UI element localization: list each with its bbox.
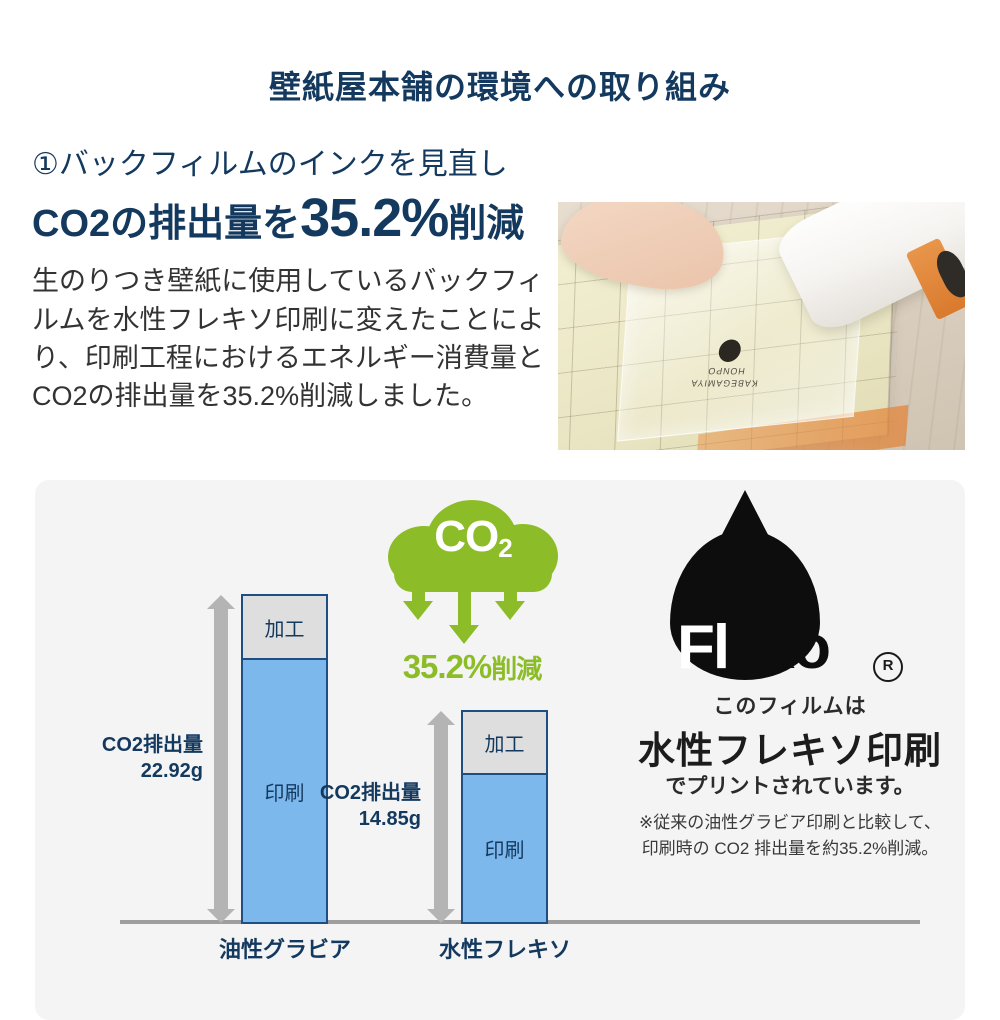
registered-trademark-icon: R — [873, 652, 903, 682]
bar-gravure-measure-arrow — [207, 595, 235, 923]
film-mark-line2: HONPO — [706, 365, 746, 377]
headline-suffix: 削減 — [448, 202, 525, 245]
intro-subhead: ①バックフィルムのインクを見直し — [32, 148, 508, 181]
bar-gravure-segment-print: 印刷 — [243, 660, 326, 922]
flexo-footnote-line1: ※従来の油性グラビア印刷と比較して、 — [639, 813, 941, 832]
bar-flexo-measure-arrow — [427, 711, 455, 923]
bar-flexo-segment-print: 印刷 — [463, 775, 546, 922]
page-title: 壁紙屋本舗の環境への取り組み — [268, 69, 731, 105]
intro-copy-block: ①バックフィルムのインクを見直し CO2の排出量を35.2%削減 生のりつき壁紙… — [32, 148, 552, 416]
intro-headline: CO2の排出量を35.2%削減 — [32, 187, 552, 248]
bar-flexo-total-caption: CO2排出量 — [319, 782, 421, 804]
cloud-arrow-right-icon — [495, 588, 525, 620]
co2-reduction-graphic: CO2 35.2%削減 — [380, 500, 580, 700]
film-logo-badge-icon — [716, 339, 743, 362]
co2-bar-chart: 加工 印刷 CO2排出量 22.92g 油性グラビア 加工 印刷 CO2排出量 … — [35, 480, 920, 1020]
photo-film-brand-mark: KABEGAMIYA HONPO — [689, 339, 765, 389]
flexo-word-inside: Fl — [677, 613, 730, 682]
bar-gravure-segment-process: 加工 — [243, 596, 326, 660]
bar-flexo-category-label: 水性フレキソ — [438, 937, 571, 962]
ink-drop-icon — [670, 530, 820, 680]
film-mark-line1: KABEGAMIYA — [689, 378, 759, 389]
cloud-reduction-suffix: 削減 — [491, 654, 542, 684]
cloud-arrow-left-icon — [403, 588, 433, 620]
headline-prefix: CO2の排出量を — [32, 202, 301, 245]
product-photo: KABEGAMIYA HONPO — [558, 202, 965, 450]
headline-value: 35.2% — [300, 187, 449, 248]
bar-gravure-value-label: CO2排出量 22.92g — [75, 732, 203, 784]
flexo-logo-wordmark: Flexo — [677, 612, 831, 683]
bar-gravure-total-caption: CO2排出量 — [101, 734, 203, 756]
bar-gravure-category-label: 油性グラビア — [218, 937, 351, 962]
cloud-reduction-value: 35.2% — [402, 648, 493, 685]
cloud-co2-subscript: 2 — [498, 533, 513, 563]
comparison-panel: 加工 印刷 CO2排出量 22.92g 油性グラビア 加工 印刷 CO2排出量 … — [35, 480, 965, 1020]
cloud-reduction-label: 35.2%削減 — [374, 648, 570, 686]
cloud-base — [394, 548, 552, 592]
bar-gravure-total-value: 22.92g — [140, 760, 203, 782]
cloud-arrow-center-icon — [449, 588, 479, 644]
flexo-certification-block: Flexo R このフィルムは 水性フレキソ印刷 でプリントされています。 ※従… — [615, 520, 965, 920]
cloud-co2-label: CO2 — [388, 512, 558, 563]
cloud-co2-text: CO — [434, 512, 499, 561]
bar-flexo-segment-process: 加工 — [463, 712, 546, 775]
intro-body: 生のりつき壁紙に使用しているバックフィルムを水性フレキソ印刷に変えたことにより、… — [32, 266, 545, 412]
flexo-footnote-line2: 印刷時の CO2 排出量を約35.2%削減。 — [641, 839, 939, 859]
bar-flexo-value-label: CO2排出量 14.85g — [293, 780, 421, 832]
bar-gravure: 加工 印刷 — [241, 594, 328, 924]
flexo-footnote: ※従来の油性グラビア印刷と比較して、 印刷時の CO2 排出量を約35.2%削減… — [615, 810, 965, 863]
flexo-tail-text: でプリントされています。 — [665, 775, 915, 798]
flexo-lead-text: このフィルムは — [713, 695, 867, 718]
bar-flexo: 加工 印刷 — [461, 710, 548, 924]
flexo-main-text: 水性フレキソ印刷 — [638, 730, 942, 771]
flexo-word-outside: exo — [728, 613, 831, 682]
bar-flexo-total-value: 14.85g — [358, 808, 421, 830]
co2-cloud-icon: CO2 — [388, 500, 558, 592]
